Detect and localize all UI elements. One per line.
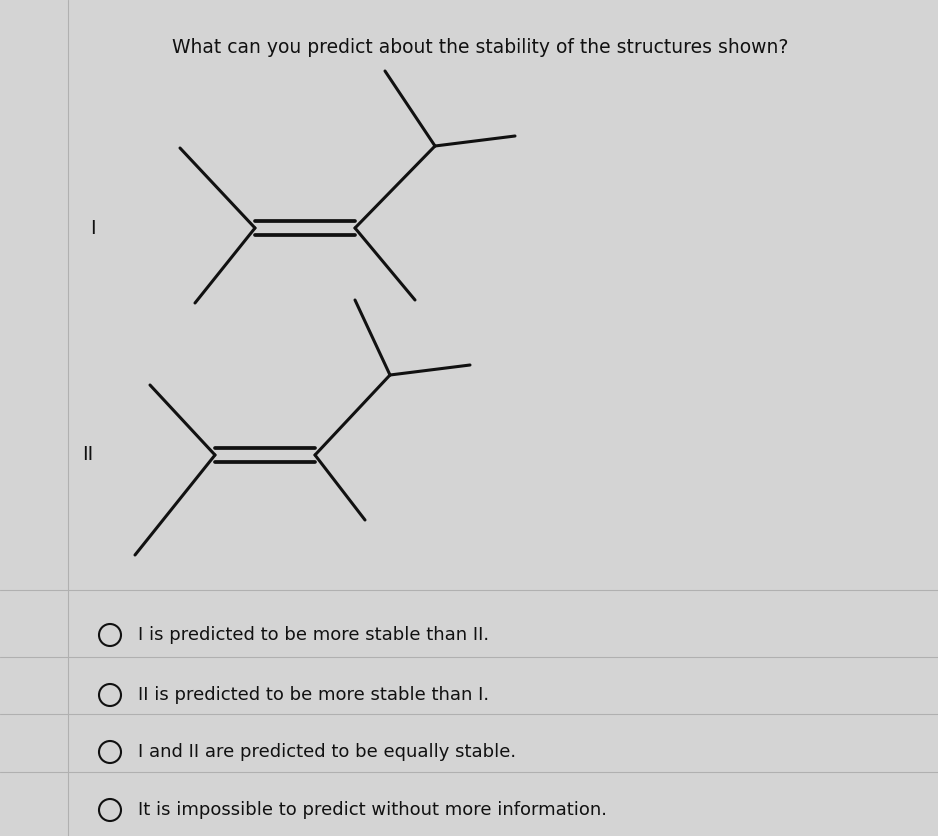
Text: II: II: [82, 446, 93, 465]
Text: I: I: [90, 218, 96, 237]
Text: II is predicted to be more stable than I.: II is predicted to be more stable than I…: [138, 686, 489, 704]
Text: I and II are predicted to be equally stable.: I and II are predicted to be equally sta…: [138, 743, 516, 761]
Text: What can you predict about the stability of the structures shown?: What can you predict about the stability…: [172, 38, 788, 57]
Text: I is predicted to be more stable than II.: I is predicted to be more stable than II…: [138, 626, 489, 644]
Text: It is impossible to predict without more information.: It is impossible to predict without more…: [138, 801, 607, 819]
